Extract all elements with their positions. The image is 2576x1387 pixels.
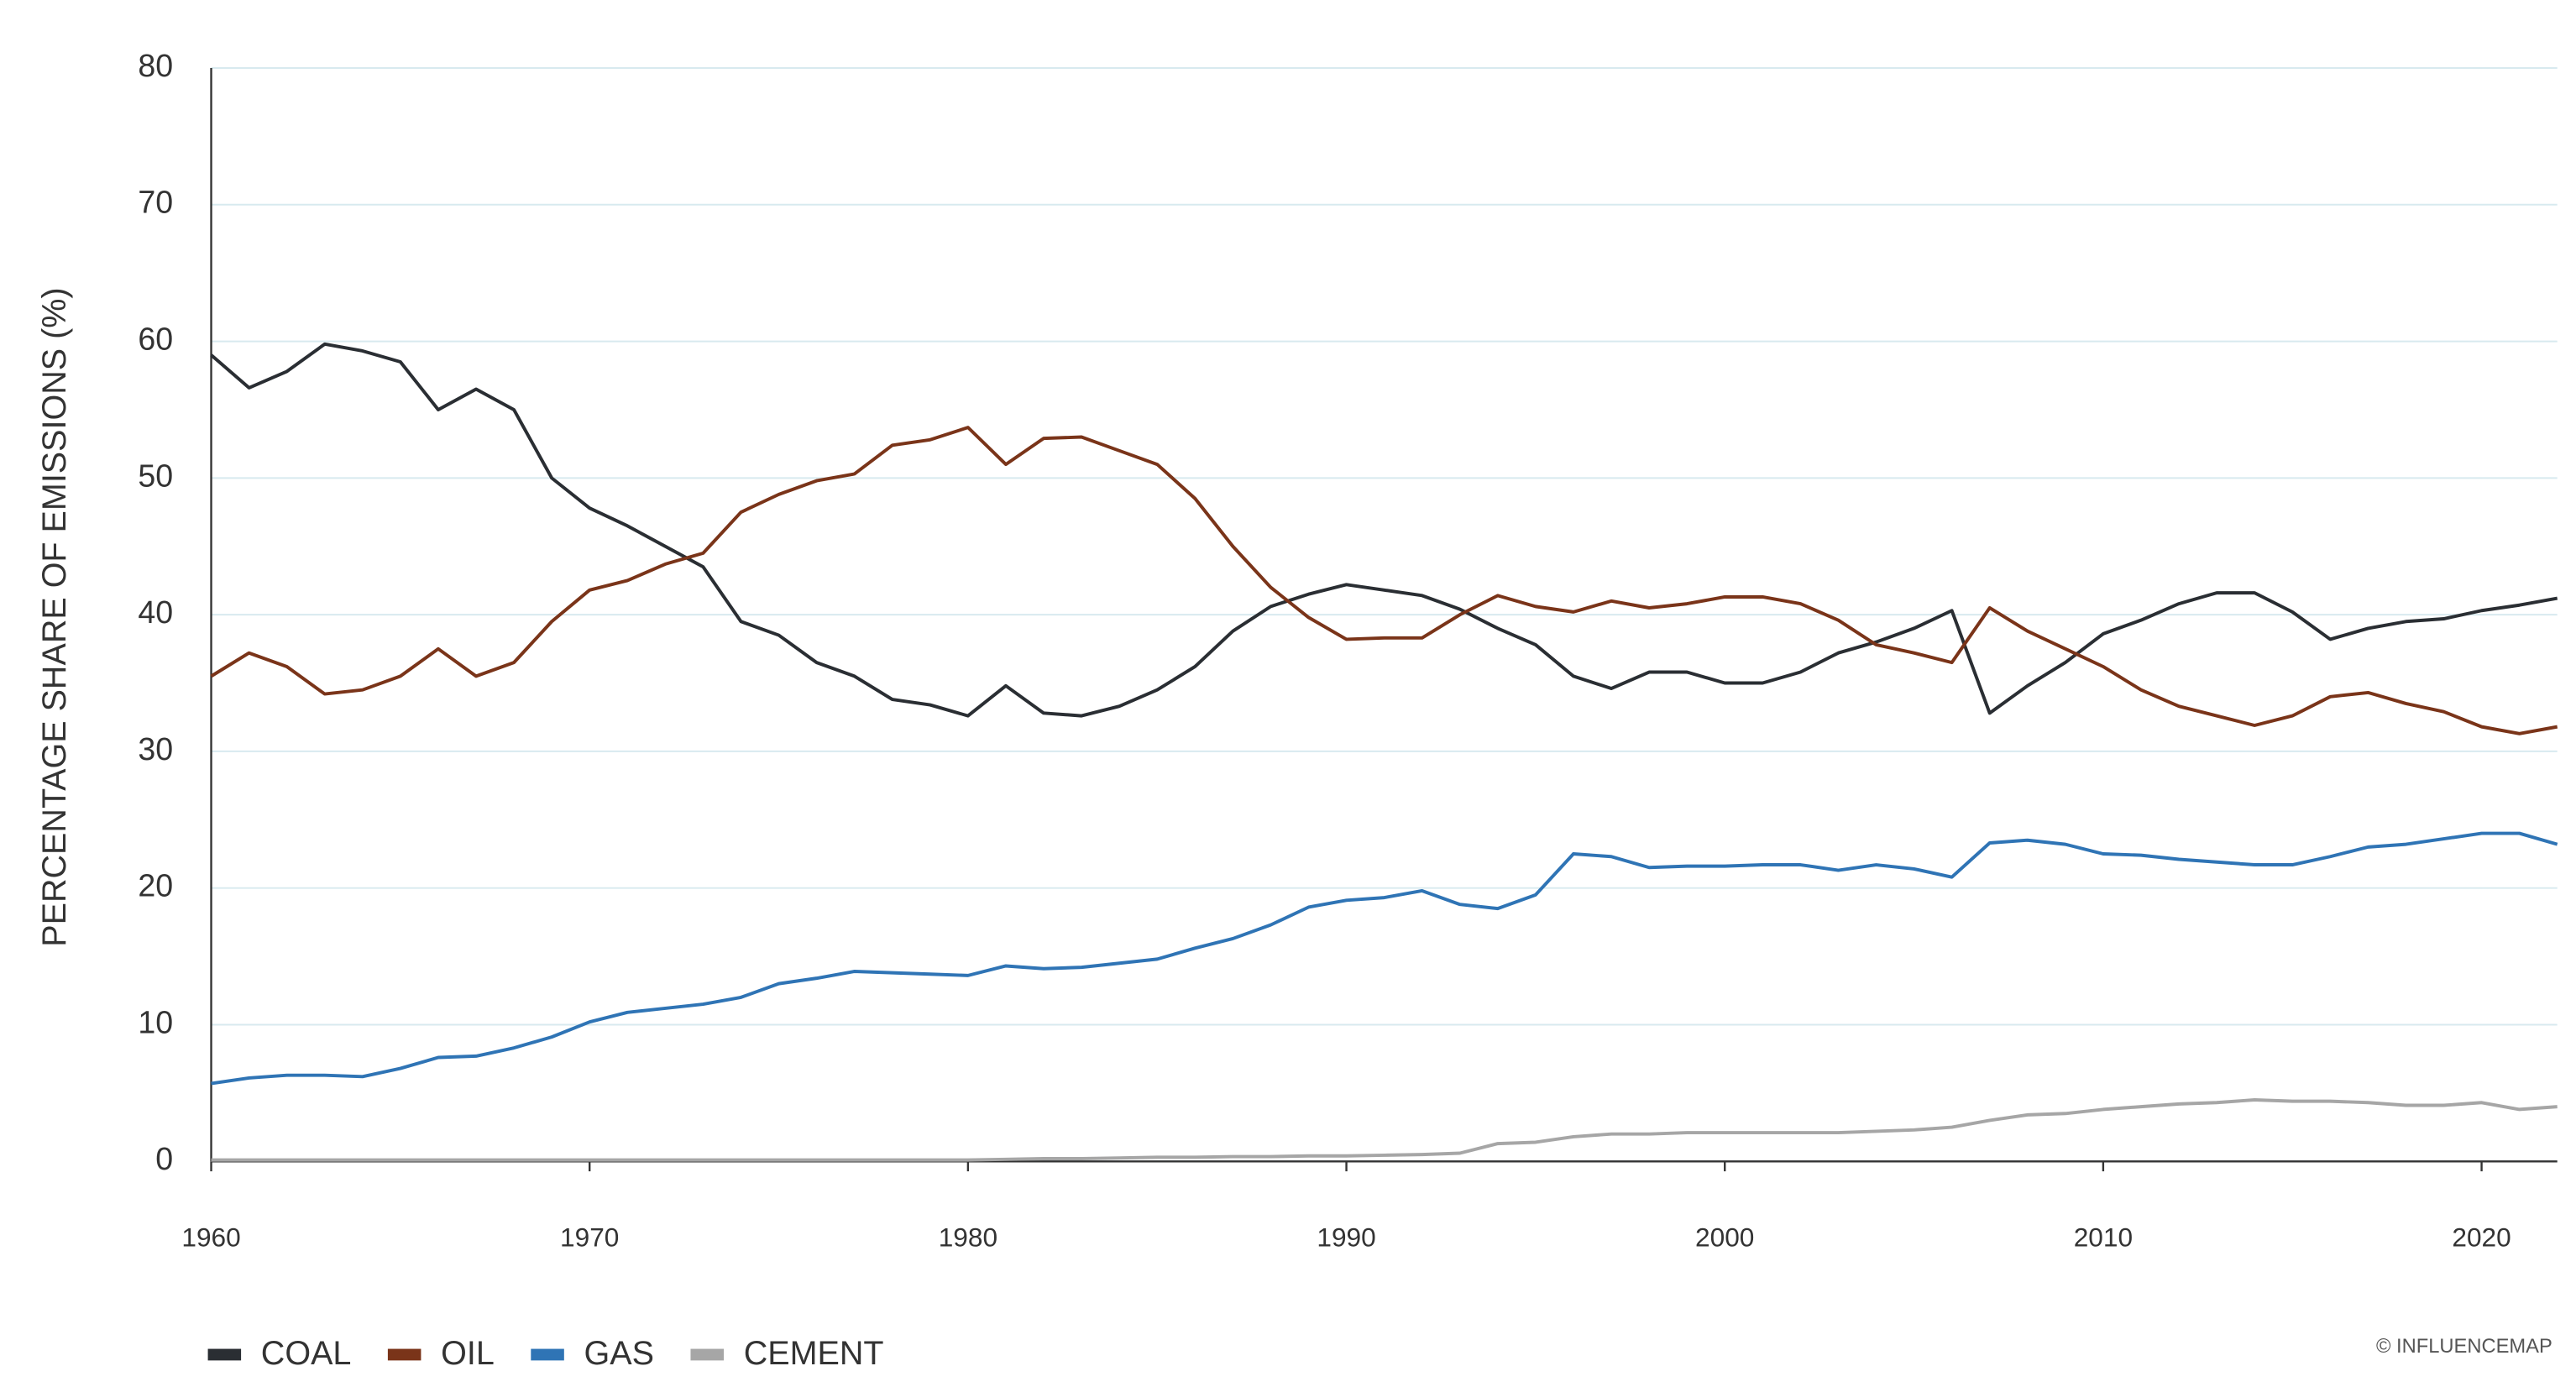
legend-swatch: [690, 1348, 724, 1361]
x-tick-label: 1970: [560, 1222, 619, 1252]
x-tick-label: 2010: [2074, 1222, 2133, 1252]
legend-swatch: [207, 1348, 242, 1361]
x-tick-label: 1960: [181, 1222, 240, 1252]
series-line: [210, 342, 2558, 718]
x-tick-label: 1980: [939, 1222, 997, 1252]
series-line: [211, 831, 2558, 1086]
y-tick-label: 80: [138, 48, 173, 83]
legend-swatch: [387, 1348, 421, 1361]
legend-label: GAS: [584, 1335, 654, 1372]
y-tick-label: 50: [138, 458, 173, 493]
legend-label: CEMENT: [744, 1335, 884, 1372]
y-tick-label: 20: [138, 868, 173, 903]
y-tick-label: 10: [138, 1004, 173, 1039]
y-tick-label: 40: [138, 594, 173, 630]
y-tick-label: 0: [155, 1141, 173, 1176]
y-tick-label: 30: [138, 731, 173, 767]
series-line: [211, 1098, 2558, 1162]
legend-label: OIL: [441, 1335, 495, 1372]
y-tick-label: 70: [138, 185, 173, 220]
credit: © INFLUENCEMAP: [2376, 1336, 2552, 1358]
legend-label: COAL: [261, 1335, 352, 1372]
x-tick-label: 1990: [1317, 1222, 1375, 1252]
x-tick-label: 2020: [2452, 1222, 2511, 1252]
y-tick-label: 60: [138, 321, 173, 356]
y-axis-label: PERCENTAGE SHARE OF EMISSIONS (%): [36, 287, 73, 946]
series-line: [210, 426, 2558, 735]
legend-swatch: [531, 1348, 564, 1361]
x-tick-label: 2000: [1695, 1222, 1754, 1252]
